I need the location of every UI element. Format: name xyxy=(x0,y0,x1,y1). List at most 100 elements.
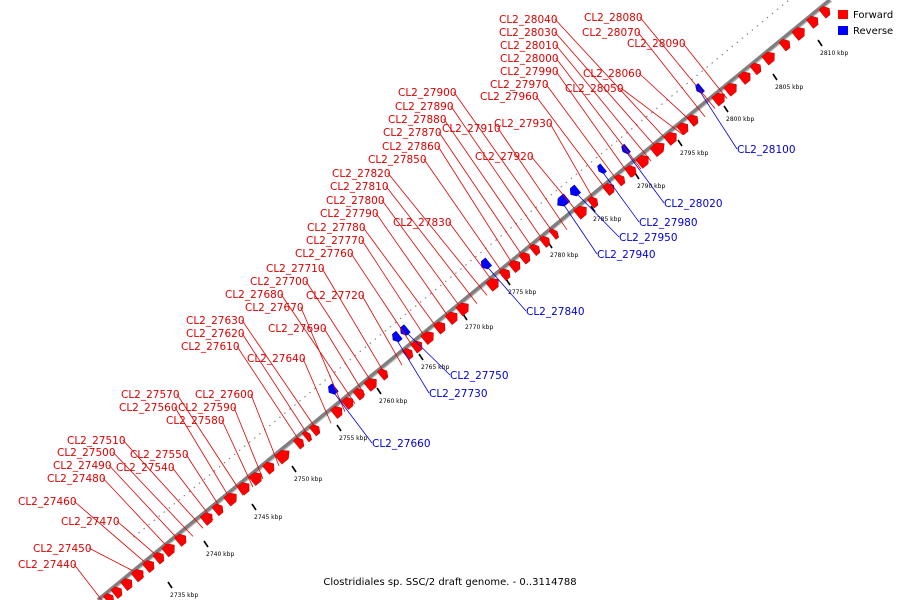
forward-leader xyxy=(637,31,706,117)
forward-gene-label: CL2_27960 xyxy=(480,91,539,103)
scale-tick-label: 2810 kbp xyxy=(820,50,848,57)
forward-gene-label: CL2_27700 xyxy=(250,276,309,288)
forward-gene xyxy=(223,492,237,507)
gene-features xyxy=(102,6,831,600)
forward-leader xyxy=(302,357,332,424)
forward-leader xyxy=(453,91,558,239)
forward-leader xyxy=(250,393,280,467)
forward-gene-label: CL2_27820 xyxy=(332,168,391,180)
forward-leader xyxy=(350,252,418,353)
forward-leader xyxy=(448,221,498,288)
forward-gene xyxy=(301,430,313,443)
forward-gene-label: CL2_27890 xyxy=(395,101,454,113)
forward-gene-label: CL2_27780 xyxy=(307,222,366,234)
scale-tick-label: 2750 kbp xyxy=(294,476,322,483)
legend-forward-swatch xyxy=(838,10,848,19)
reverse-gene xyxy=(597,163,607,175)
forward-leader xyxy=(236,345,304,447)
scale-tick xyxy=(376,387,382,395)
reverse-gene-label: CL2_27950 xyxy=(619,232,678,244)
forward-leader xyxy=(108,464,184,545)
forward-leader xyxy=(638,72,696,126)
forward-leader xyxy=(300,306,346,412)
forward-gene xyxy=(110,586,123,599)
forward-gene-label: CL2_27640 xyxy=(247,353,306,365)
reverse-gene-label: CL2_28100 xyxy=(737,144,796,156)
forward-gene-label: CL2_27970 xyxy=(490,79,549,91)
forward-leader xyxy=(530,155,583,218)
forward-leader xyxy=(555,57,642,170)
scale-tick xyxy=(817,39,823,47)
forward-gene xyxy=(602,183,615,197)
forward-leader xyxy=(88,547,145,577)
reverse-gene-label: CL2_27730 xyxy=(429,388,488,400)
forward-gene xyxy=(711,92,725,107)
forward-leader xyxy=(545,83,622,186)
forward-gene xyxy=(330,406,343,419)
forward-leader xyxy=(176,393,244,496)
forward-leader xyxy=(305,280,376,388)
forward-leader xyxy=(554,18,672,145)
scale-tick-label: 2745 kbp xyxy=(254,514,282,521)
forward-gene xyxy=(444,311,458,326)
forward-gene-label: CL2_27760 xyxy=(295,248,354,260)
forward-leader xyxy=(387,172,488,296)
forward-gene-label: CL2_27620 xyxy=(186,328,245,340)
reverse-gene-label: CL2_27840 xyxy=(526,306,585,318)
reverse-leader xyxy=(392,333,430,394)
forward-gene-label: CL2_27720 xyxy=(306,290,365,302)
forward-gene xyxy=(761,51,775,66)
forward-gene-label: CL2_27470 xyxy=(61,516,120,528)
forward-gene xyxy=(274,450,290,465)
forward-gene xyxy=(174,533,187,547)
forward-leader xyxy=(116,520,164,562)
forward-gene-label: CL2_27500 xyxy=(57,447,116,459)
forward-gene xyxy=(410,340,423,354)
forward-gene xyxy=(791,27,805,41)
forward-gene-label: CL2_27570 xyxy=(121,389,180,401)
scale-tick-label: 2790 kbp xyxy=(637,183,665,190)
forward-gene-label: CL2_27770 xyxy=(306,235,365,247)
forward-gene-label: CL2_27930 xyxy=(494,118,553,130)
forward-gene xyxy=(749,62,762,76)
forward-gene-label: CL2_27900 xyxy=(398,87,457,99)
forward-gene-label: CL2_27880 xyxy=(388,114,447,126)
forward-gene-label: CL2_27860 xyxy=(382,141,441,153)
forward-gene xyxy=(248,472,262,487)
forward-gene-label: CL2_27460 xyxy=(18,496,77,508)
forward-gene xyxy=(376,368,389,381)
reverse-gene xyxy=(557,193,571,207)
forward-gene-label: CL2_27630 xyxy=(186,315,245,327)
forward-leader xyxy=(323,327,366,396)
scale-tick-label: 2775 kbp xyxy=(508,289,536,296)
forward-gene xyxy=(262,461,275,475)
legend-reverse-swatch xyxy=(838,26,848,35)
forward-leader xyxy=(437,145,518,272)
forward-gene xyxy=(586,196,599,209)
forward-gene xyxy=(613,174,626,187)
scale-tick xyxy=(291,465,297,473)
forward-leader xyxy=(112,451,194,537)
reverse-leader xyxy=(328,385,373,444)
scale-tick-label: 2785 kbp xyxy=(593,216,621,223)
forward-leader xyxy=(450,105,548,247)
scale-axis xyxy=(133,0,790,538)
reverse-leader xyxy=(695,85,738,150)
forward-gene-label: CL2_27590 xyxy=(178,402,237,414)
reverse-leader xyxy=(570,187,620,238)
forward-gene xyxy=(352,388,365,401)
genome-backbone xyxy=(96,0,833,600)
forward-gene xyxy=(292,437,305,450)
forward-gene xyxy=(199,512,213,526)
forward-leader xyxy=(362,226,442,334)
scale-tick-label: 2805 kbp xyxy=(775,84,803,91)
forward-gene-label: CL2_28080 xyxy=(584,12,643,24)
forward-gene-label: CL2_27910 xyxy=(442,123,501,135)
forward-gene xyxy=(573,205,587,220)
reverse-leader xyxy=(597,165,640,223)
reverse-gene xyxy=(481,257,493,270)
forward-gene xyxy=(818,6,831,19)
legend: Forward Reverse xyxy=(838,10,893,37)
forward-leader xyxy=(443,118,538,255)
